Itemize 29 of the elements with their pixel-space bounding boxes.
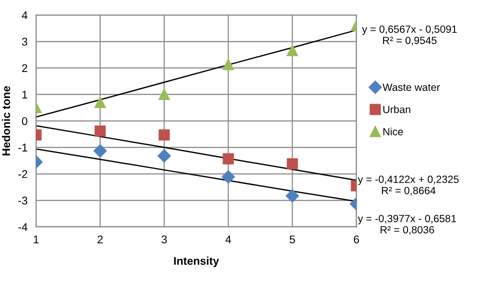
legend-label: Waste water: [382, 84, 440, 91]
y-tick-label: 4: [22, 11, 28, 20]
point: [158, 88, 170, 100]
point: [222, 170, 235, 184]
y-axis-title: Hedonic tone: [2, 86, 10, 156]
point: [222, 58, 234, 70]
x-tick-label: 3: [162, 235, 167, 244]
point: [158, 149, 171, 162]
y-tick-label: -1: [18, 144, 28, 152]
y-tick-label: 0: [22, 117, 28, 126]
y-tick-label: -4: [18, 223, 28, 231]
x-tick-label: 1: [34, 236, 39, 244]
point: [222, 153, 234, 164]
legend-label: Urban: [383, 106, 410, 114]
legend-label: Nice: [383, 128, 403, 136]
x-tick-label: 5: [290, 236, 295, 244]
text: y = 0,6567x - 0,5091 R² = 0,9545: [362, 25, 457, 46]
point: [158, 129, 170, 141]
x-tick-label: 2: [98, 235, 103, 244]
y-tick-label: -3: [18, 196, 28, 205]
x-tick-label: 4: [225, 236, 232, 244]
text: y = -0,3977x - 0,6581 R² = 0,8036: [358, 214, 456, 235]
y-tick-label: 1: [22, 90, 28, 98]
text: y = -0,4122x + 0,2325 R² = 0,8664: [358, 176, 459, 196]
y-tick-label: 2: [22, 64, 28, 72]
y-tick-label: -2: [18, 170, 28, 178]
x-tick-label: 6: [354, 235, 360, 244]
x-axis-title: Intensity: [174, 256, 220, 268]
y-tick-label: 3: [22, 38, 28, 46]
